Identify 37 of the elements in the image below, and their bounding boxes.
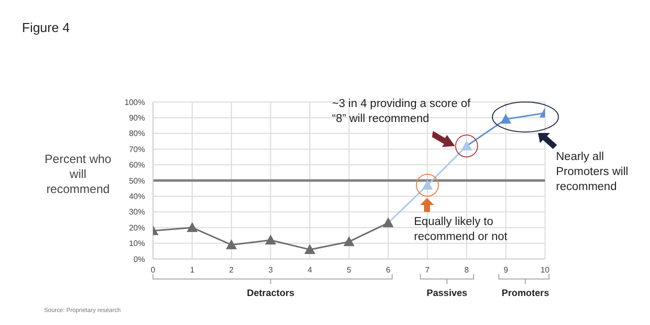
text: Figure 4 bbox=[22, 20, 70, 35]
x-tick-label: 4 bbox=[308, 266, 313, 275]
x-tick-label: 10 bbox=[540, 266, 550, 275]
y-axis-title: Percent who will recommend bbox=[44, 152, 112, 197]
annotation: ~3 in 4 providing a score of “8” will recommend bbox=[332, 97, 472, 127]
y-tick-label: 90% bbox=[128, 114, 145, 123]
point bbox=[226, 239, 237, 250]
y-tick-label: 20% bbox=[128, 223, 145, 232]
point bbox=[382, 217, 394, 228]
point bbox=[500, 114, 512, 124]
x-tick-label: 0 bbox=[150, 266, 156, 275]
y-tick-label: 70% bbox=[128, 144, 145, 154]
point bbox=[265, 234, 276, 245]
point bbox=[304, 244, 316, 254]
x-tick-label: 8 bbox=[464, 266, 470, 275]
annotation: Equally likely to recommend or not bbox=[414, 215, 508, 245]
y-tick-label: 0% bbox=[133, 254, 145, 264]
x-tick-label: 9 bbox=[504, 266, 509, 275]
y-tick-label: 80% bbox=[128, 129, 145, 138]
x-tick-label: 1 bbox=[190, 266, 195, 275]
x-tick-label: 7 bbox=[425, 266, 430, 275]
y-tick-label: 50% bbox=[128, 176, 145, 186]
point bbox=[186, 222, 198, 232]
x-tick-label: 6 bbox=[386, 266, 391, 275]
text: Nearly all Promoters will recommend bbox=[556, 150, 630, 195]
y-tick-label: 60% bbox=[128, 160, 145, 170]
text: Promoters bbox=[500, 288, 550, 299]
x-tick-label: 5 bbox=[346, 266, 352, 275]
x-tick-label: 3 bbox=[268, 266, 274, 275]
text: Passives bbox=[426, 288, 468, 299]
point bbox=[344, 236, 354, 246]
y-tick-label: 30% bbox=[128, 208, 145, 217]
text: Detractors bbox=[246, 288, 296, 299]
y-tick-label: 10% bbox=[128, 239, 145, 248]
x-tick-label: 2 bbox=[229, 266, 234, 275]
y-tick-label: 100% bbox=[124, 98, 145, 107]
y-tick-label: 40% bbox=[128, 192, 145, 202]
